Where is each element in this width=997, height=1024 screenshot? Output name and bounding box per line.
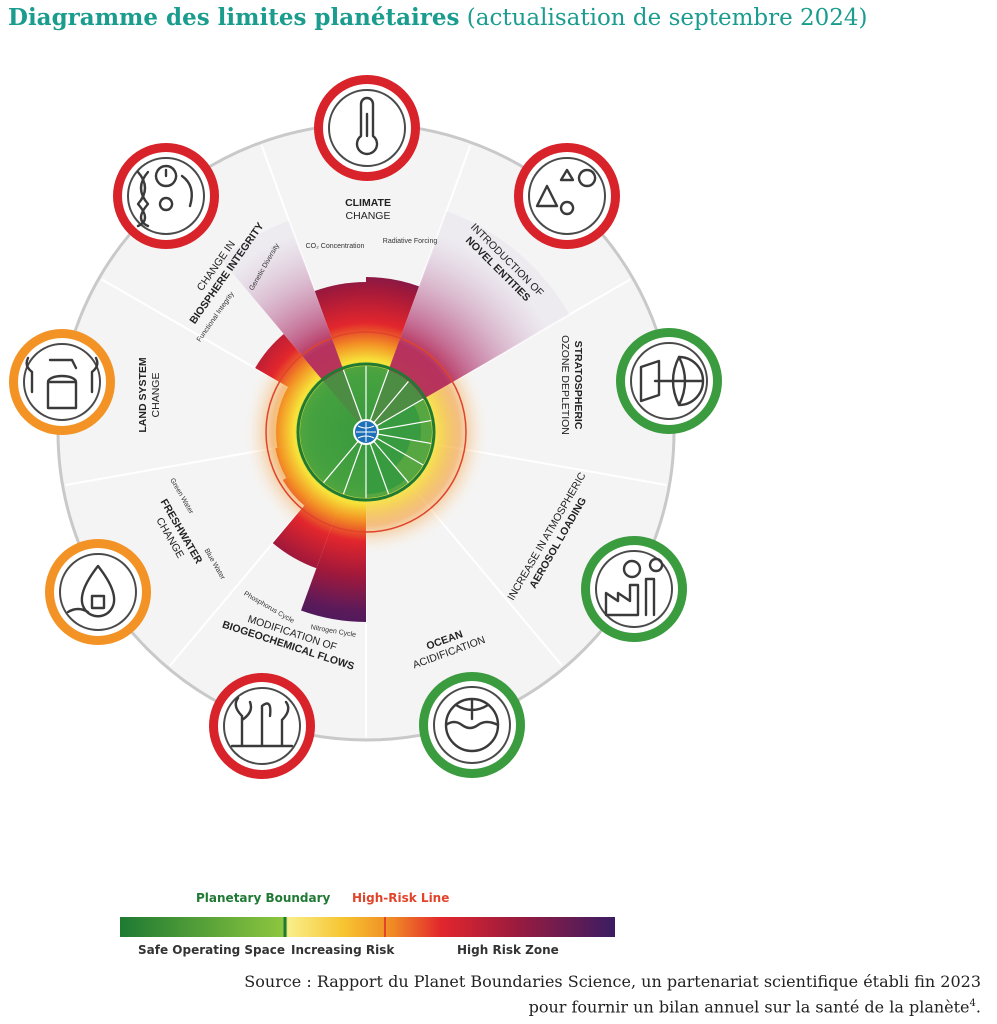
source-note: Source : Rapport du Planet Boundaries Sc… — [181, 971, 981, 1018]
legend-gradient-bar — [120, 917, 615, 937]
novel-entities-icon — [535, 168, 597, 216]
legend-planetary-boundary: Planetary Boundary — [196, 891, 331, 905]
legend-high-risk-line: High-Risk Line — [352, 891, 450, 905]
freshwater-drop-icon — [66, 564, 116, 618]
ocean-ph-icon — [444, 697, 500, 753]
label-land: LAND SYSTEM CHANGE — [137, 357, 162, 433]
badge-inner-ring — [433, 686, 511, 764]
aerosol-factory-icon — [604, 557, 664, 617]
label-line1: CLIMATE — [345, 197, 391, 209]
badge-face — [523, 152, 611, 240]
climate-thermometer-icon — [355, 96, 379, 156]
label-line2: CHANGE — [150, 373, 162, 418]
label-line1: STRATOSPHERIC — [572, 341, 584, 430]
badge-ocean — [419, 672, 525, 778]
earth-grid-lines — [356, 422, 376, 442]
title-subtitle: (actualisation de septembre 2024) — [466, 5, 868, 31]
badge-biosphere — [113, 143, 219, 249]
badge-inner-ring — [630, 342, 708, 420]
badge-biogeo — [209, 673, 315, 779]
badge-inner-ring — [23, 343, 101, 421]
badge-ozone — [616, 328, 722, 434]
boundary-badges — [9, 75, 722, 779]
badge-inner-ring — [328, 89, 406, 167]
source-footnote: 4 — [969, 998, 976, 1009]
label-line1: LAND SYSTEM — [137, 357, 149, 433]
source-line-2: pour fournir un bilan annuel sur la sant… — [528, 997, 981, 1017]
page-title: Diagramme des limites planétaires (actua… — [8, 4, 868, 31]
title-bold: Diagramme des limites planétaires — [8, 4, 460, 31]
label-line2: OZONE DEPLETION — [559, 335, 571, 435]
wedge-novel-entities — [366, 211, 570, 432]
source-line-2-text: pour fournir un bilan annuel sur la sant… — [528, 997, 970, 1017]
sub-label: Radiative Forcing — [383, 238, 438, 245]
badge-land — [9, 329, 115, 435]
planetary-boundary-circle — [296, 362, 436, 502]
biogeochemical-plants-icon — [230, 696, 294, 748]
high-risk-circle — [265, 331, 467, 533]
badge-inner-ring — [528, 157, 606, 235]
badge-climate — [314, 75, 420, 181]
legend-high-risk-zone: High Risk Zone — [457, 943, 559, 957]
badge-inner-ring — [223, 687, 301, 765]
label-line2: CHANGE — [346, 210, 391, 222]
badge-face — [590, 545, 678, 633]
biosphere-dna-icon — [136, 164, 193, 228]
badge-inner-ring — [127, 157, 205, 235]
badge-face — [428, 681, 516, 769]
badge-aerosol — [581, 536, 687, 642]
ozone-globe-icon — [639, 355, 705, 407]
legend-safe-space: Safe Operating Space — [138, 943, 285, 957]
badge-inner-ring — [595, 550, 673, 628]
legend-increasing-risk: Increasing Risk — [291, 943, 395, 957]
badge-face — [54, 548, 142, 636]
badge-freshwater — [45, 539, 151, 645]
sub-label: CO₂ Concentration — [306, 243, 365, 250]
source-line-1: Source : Rapport du Planet Boundaries Sc… — [244, 972, 981, 991]
badge-novel — [514, 143, 620, 249]
land-system-tree-icon — [25, 356, 99, 410]
badge-inner-ring — [59, 553, 137, 631]
